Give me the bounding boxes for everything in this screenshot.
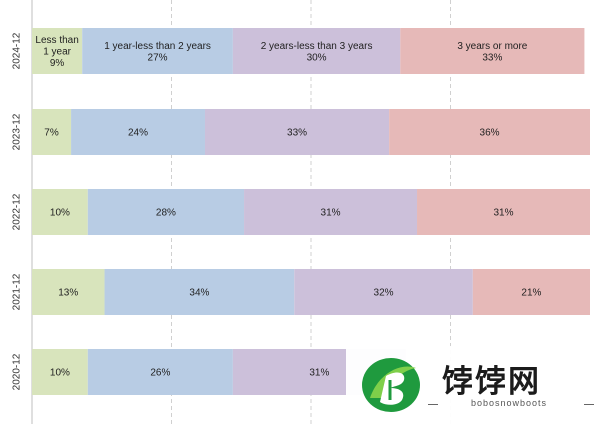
bar-segment [232, 28, 401, 74]
category-label: 2020-12 [12, 353, 23, 390]
data-label: 7% [44, 128, 59, 139]
category-label: 2021-12 [12, 273, 23, 310]
bar-segment [87, 349, 233, 395]
data-label: 32% [374, 288, 394, 299]
bar-segment [104, 269, 295, 315]
data-label: 36% [480, 128, 500, 139]
category-label: 2023-12 [12, 113, 23, 150]
bar-segment [32, 109, 72, 155]
divider [428, 404, 438, 405]
watermark-subtitle: bobosnowboots [470, 398, 548, 408]
data-label: 13% [58, 288, 78, 299]
data-label: 21% [521, 288, 541, 299]
category-label: 2022-12 [12, 193, 23, 230]
data-label: 33% [482, 52, 502, 63]
data-label: 3 years or more [457, 41, 527, 52]
data-label: 1 year-less than 2 years [104, 41, 211, 52]
data-label: 28% [156, 208, 176, 219]
category-axis-labels: 2024-12 2023-12 2022-12 2021-12 2020-12 [12, 32, 23, 390]
bar-segment [294, 269, 473, 315]
data-label: 27% [148, 52, 168, 63]
category-label: 2024-12 [12, 32, 23, 69]
data-label: 10% [50, 368, 70, 379]
data-label: 10% [50, 208, 70, 219]
logo-icon [362, 358, 420, 412]
bar-segment [32, 28, 83, 74]
bar-segment [82, 28, 233, 74]
data-label: 31% [321, 208, 341, 219]
bar-segment [32, 349, 88, 395]
bar-segment [417, 189, 590, 235]
data-label: 33% [287, 128, 307, 139]
data-label: 26% [150, 368, 170, 379]
watermark-title: 饽饽网 [442, 364, 541, 400]
data-label: 31% [309, 368, 329, 379]
data-label: 2 years-less than 3 years [261, 41, 373, 52]
bar-segment [400, 28, 585, 74]
data-label: Less than [35, 35, 78, 46]
bar-segment [32, 269, 105, 315]
data-label: 31% [494, 208, 514, 219]
data-label: 30% [307, 52, 327, 63]
bar-segment [71, 109, 205, 155]
divider [584, 404, 594, 405]
bar-segment [472, 269, 590, 315]
bar-segment [87, 189, 245, 235]
bar-segment [204, 109, 390, 155]
data-label: 24% [128, 128, 148, 139]
bar-segment [244, 189, 418, 235]
data-label: 1 year [43, 47, 71, 58]
data-label: 34% [189, 288, 209, 299]
watermark: 饽饽网 bobosnowboots [346, 346, 600, 424]
data-label: 9% [50, 58, 65, 69]
bar-segment [389, 109, 590, 155]
bar-segment [32, 189, 88, 235]
